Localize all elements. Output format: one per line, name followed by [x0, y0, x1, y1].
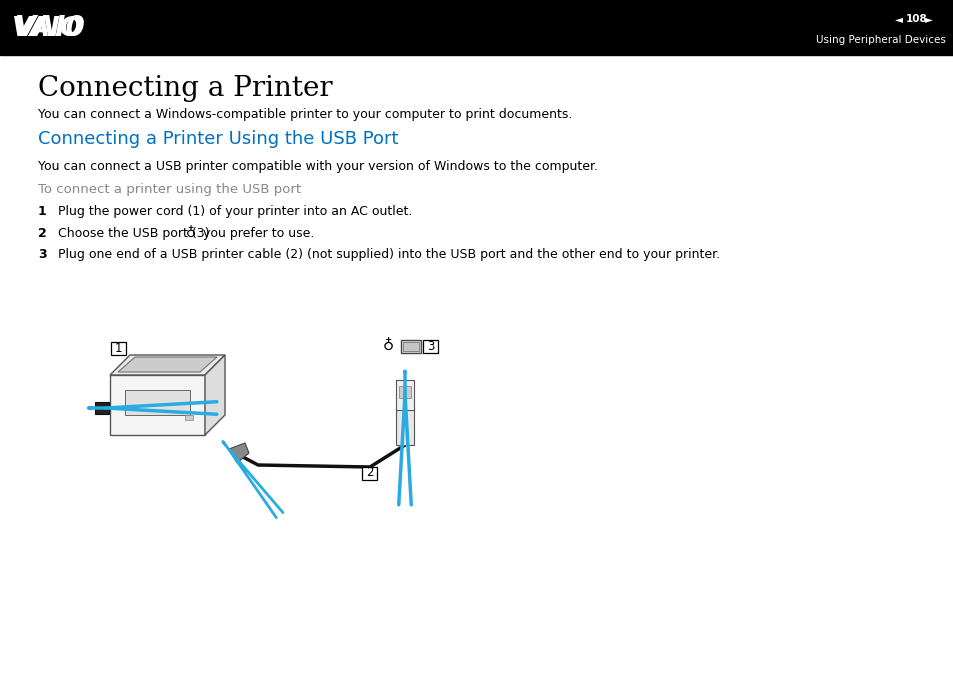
Text: 3: 3	[427, 340, 435, 353]
Text: VAIO: VAIO	[12, 16, 83, 42]
Text: 2: 2	[366, 466, 374, 479]
Bar	[0, 0, 953, 55]
Bar	[111, 342, 126, 355]
Bar	[95, 402, 109, 414]
Bar	[402, 342, 418, 351]
Text: Connecting a Printer Using the USB Port: Connecting a Printer Using the USB Port	[38, 130, 398, 148]
Text: 2: 2	[38, 227, 47, 240]
Text: ♁: ♁	[382, 338, 394, 353]
Text: Plug the power cord (1) of your printer into an AC outlet.: Plug the power cord (1) of your printer …	[58, 205, 412, 218]
Bar	[125, 390, 190, 415]
Text: 3: 3	[38, 248, 47, 261]
Bar	[362, 466, 377, 479]
Text: To connect a printer using the USB port: To connect a printer using the USB port	[38, 183, 301, 196]
Bar	[395, 408, 414, 445]
Bar	[423, 340, 438, 353]
Bar	[185, 415, 193, 420]
Text: VAI0: VAI0	[15, 13, 86, 42]
Bar	[398, 386, 411, 398]
Text: 108: 108	[905, 14, 926, 24]
Text: Choose the USB port (3): Choose the USB port (3)	[58, 227, 213, 240]
Polygon shape	[229, 443, 249, 463]
Text: ♁: ♁	[186, 226, 196, 240]
Polygon shape	[205, 355, 225, 435]
Polygon shape	[118, 357, 216, 372]
Polygon shape	[110, 375, 205, 435]
Text: Using Peripheral Devices: Using Peripheral Devices	[815, 34, 945, 44]
Text: Plug one end of a USB printer cable (2) (not supplied) into the USB port and the: Plug one end of a USB printer cable (2) …	[58, 248, 720, 261]
Text: 1: 1	[114, 342, 122, 355]
Text: ◄: ◄	[894, 14, 902, 24]
Polygon shape	[110, 355, 225, 375]
Text: ►: ►	[924, 14, 932, 24]
Text: You can connect a Windows-compatible printer to your computer to print documents: You can connect a Windows-compatible pri…	[38, 108, 572, 121]
Text: you prefer to use.: you prefer to use.	[199, 227, 314, 240]
Text: 1: 1	[38, 205, 47, 218]
Text: You can connect a USB printer compatible with your version of Windows to the com: You can connect a USB printer compatible…	[38, 160, 598, 173]
Bar	[395, 380, 414, 410]
Text: Connecting a Printer: Connecting a Printer	[38, 75, 333, 102]
Bar	[400, 340, 420, 353]
